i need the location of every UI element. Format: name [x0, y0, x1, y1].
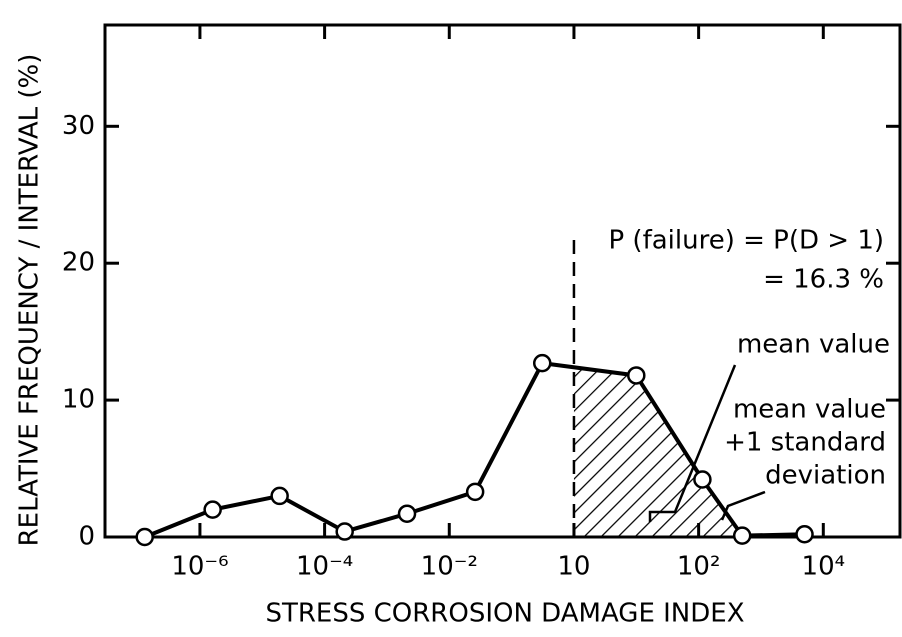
x-axis-label: STRESS CORROSION DAMAGE INDEX	[265, 599, 744, 629]
x-tick-label: 10	[557, 552, 590, 582]
y-tick-label: 20	[62, 248, 95, 278]
annotation: mean value	[737, 330, 890, 360]
x-tick-label: 10⁻⁶	[171, 552, 228, 582]
data-point	[693, 470, 712, 489]
data-point	[270, 486, 289, 506]
data-point	[795, 525, 814, 544]
y-tick-label: 30	[62, 111, 95, 141]
data-point	[135, 527, 154, 547]
data-point	[532, 353, 552, 373]
x-tick-label: 10⁻⁴	[296, 552, 353, 582]
data-point	[203, 500, 222, 519]
y-tick-label: 0	[78, 522, 95, 552]
annotation: deviation	[765, 461, 886, 491]
data-point	[732, 526, 752, 545]
failure-region	[573, 367, 805, 537]
annotation: = 16.3 %	[763, 265, 884, 295]
annotation: +1 standard	[724, 428, 886, 458]
data-point	[397, 504, 417, 523]
y-tick-label: 10	[62, 385, 95, 415]
data-point	[627, 366, 646, 385]
x-tick-label: 10⁻²	[421, 552, 478, 582]
data-point	[335, 522, 354, 541]
annotation: mean value	[733, 395, 886, 425]
x-tick-label: 10²	[677, 552, 721, 582]
plot-frame	[103, 23, 902, 539]
data-point	[465, 482, 485, 502]
annotation: P (failure) = P(D > 1)	[608, 226, 884, 256]
x-tick-label: 10⁴	[802, 552, 846, 582]
y-axis-label: RELATIVE FREQUENCY / INTERVAL (%)	[15, 54, 45, 547]
